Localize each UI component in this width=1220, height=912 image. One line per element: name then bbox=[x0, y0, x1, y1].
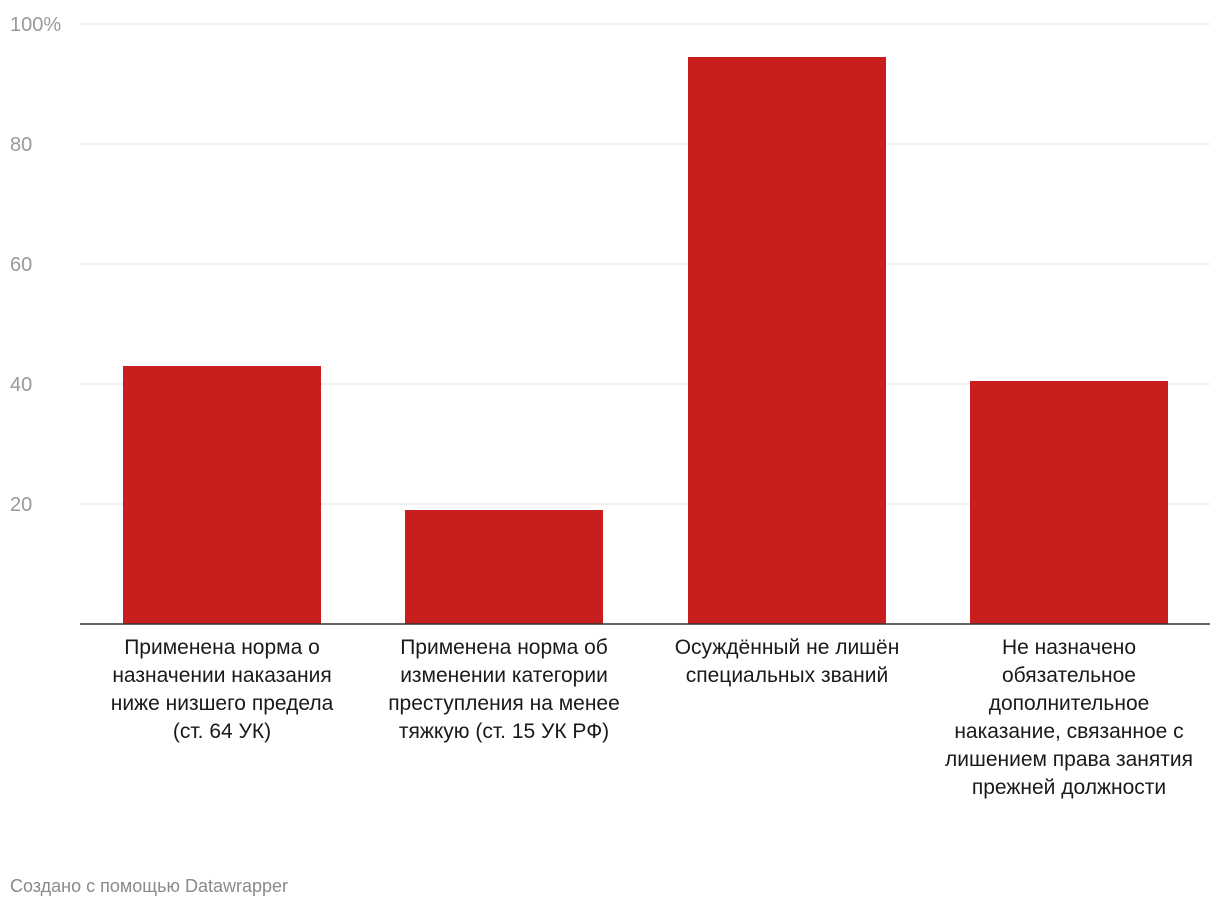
y-tick-label: 20 bbox=[10, 494, 32, 516]
x-category-label: Применена норма об изменении категории п… bbox=[388, 636, 620, 743]
bar bbox=[970, 381, 1168, 624]
bars bbox=[123, 57, 1168, 624]
x-category-label: Не назначено обязательное дополнительное… bbox=[945, 636, 1193, 799]
bar bbox=[688, 57, 886, 624]
x-category-label: Применена норма о назначении наказания н… bbox=[110, 636, 334, 743]
y-tick-label: 80 bbox=[10, 134, 32, 156]
gridlines: 20 40 60 80 100% bbox=[10, 14, 1210, 516]
bar bbox=[405, 510, 603, 624]
y-tick-label: 60 bbox=[10, 254, 32, 276]
credit-text: Создано с помощью Datawrapper bbox=[10, 876, 289, 896]
y-tick-label: 100% bbox=[10, 14, 61, 36]
y-tick-label: 40 bbox=[10, 374, 32, 396]
bar bbox=[123, 366, 321, 624]
x-category-label: Осуждённый не лишён специальных званий bbox=[674, 636, 900, 687]
